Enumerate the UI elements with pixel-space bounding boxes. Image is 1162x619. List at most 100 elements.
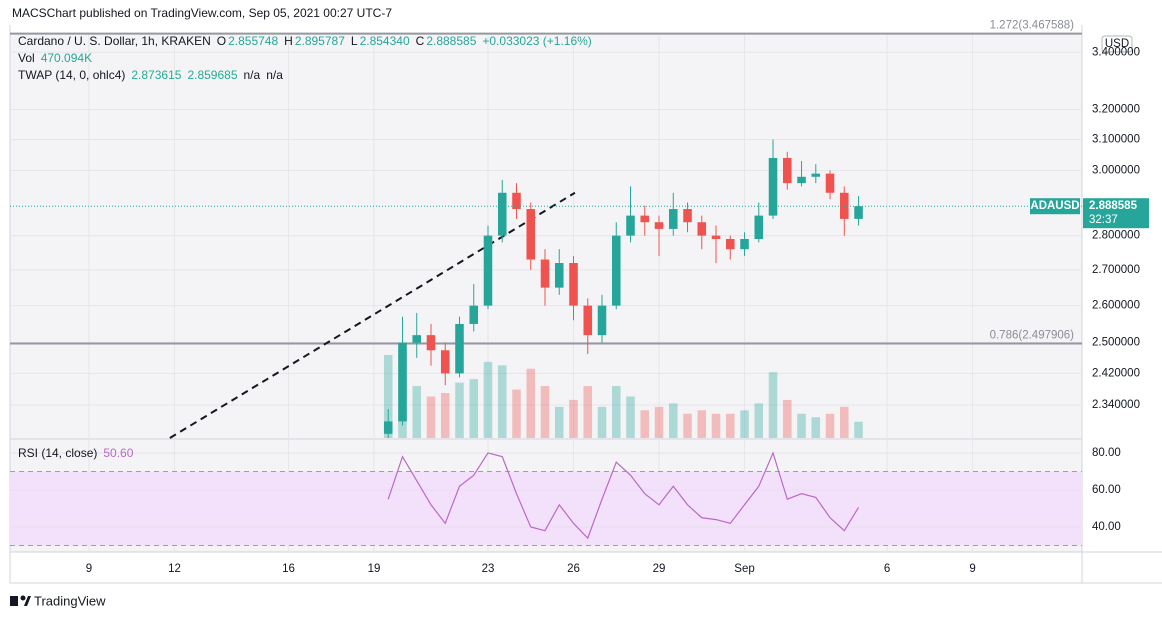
volume-bar: [797, 413, 806, 438]
volume-bar: [611, 386, 621, 438]
volume-bar: [697, 410, 707, 438]
volume-bar: [854, 421, 863, 438]
volume-bar: [725, 413, 735, 438]
volume-bar: [569, 399, 578, 438]
candle-body: [768, 157, 778, 216]
countdown: 32:37: [1089, 214, 1118, 226]
ohlc-label: O: [217, 34, 226, 48]
volume-bar: [383, 354, 393, 438]
candle-body: [583, 305, 593, 336]
x-tick-label: 19: [368, 563, 381, 575]
volume-bar: [654, 406, 664, 438]
y-tick-label: 2.600000: [1092, 300, 1140, 312]
y-tick-label: 2.500000: [1092, 337, 1140, 349]
x-tick-label: 16: [282, 563, 295, 575]
candle-body: [825, 173, 835, 193]
rsi-tick-label: 80.00: [1092, 447, 1121, 459]
candle-body: [783, 157, 792, 184]
volume-bar: [540, 386, 550, 438]
volume-legend: Vol: [18, 51, 35, 65]
plot-background: [10, 33, 1082, 552]
symbol-tag: ADAUSD: [1030, 200, 1079, 212]
twap-value: n/a: [244, 68, 261, 82]
candle-body: [440, 350, 450, 374]
twap-legend: TWAP (14, 0, ohlc4): [18, 68, 125, 82]
x-tick-label: 12: [168, 563, 181, 575]
ohlc-value: 2.888585: [426, 34, 476, 48]
volume-bar: [512, 389, 521, 438]
twap-value: 2.873615: [131, 68, 181, 82]
ohlc-label: H: [284, 34, 293, 48]
volume-bar: [668, 403, 678, 438]
volume-bar: [554, 406, 564, 438]
candle-body: [626, 215, 635, 236]
y-tick-label: 3.200000: [1092, 104, 1140, 116]
trendline: [169, 191, 576, 439]
candle-body: [854, 206, 863, 219]
candle-body: [697, 222, 707, 236]
footer: TradingView: [34, 593, 106, 608]
volume-bar: [583, 386, 593, 438]
volume-bar: [455, 382, 464, 438]
y-tick-label: 3.000000: [1092, 164, 1140, 176]
volume-bar: [768, 372, 778, 438]
candle-body: [398, 342, 407, 422]
y-tick-label: 2.700000: [1092, 264, 1140, 276]
volume-bar: [412, 386, 422, 438]
volume-bar: [825, 413, 835, 438]
candle-body: [797, 176, 806, 184]
y-tick-label: 3.400000: [1092, 46, 1140, 58]
ohlc-label: L: [351, 34, 358, 48]
volume-bar: [526, 368, 536, 438]
header: MACSChart published on TradingView.com, …: [12, 6, 392, 20]
ohlc-value: 2.854340: [360, 34, 410, 48]
ohlc-value: 2.855748: [228, 34, 278, 48]
logo: [10, 595, 31, 606]
candle-body: [426, 335, 436, 351]
volume-bar: [711, 413, 721, 438]
legend-change: +0.033023 (+1.16%): [482, 34, 591, 48]
x-tick-label: 29: [653, 563, 666, 575]
x-tick-label: 23: [482, 563, 495, 575]
y-tick-label: 2.800000: [1092, 230, 1140, 242]
candle-body: [597, 305, 607, 336]
price-tag-box: [1083, 198, 1149, 229]
candle-body: [711, 235, 721, 240]
volume-bar: [683, 413, 692, 438]
volume-bar: [483, 361, 493, 438]
candle-body: [569, 263, 578, 306]
x-tick-label: Sep: [734, 563, 754, 575]
candle-body: [811, 173, 821, 177]
fib-label: 0.786(2.497906): [990, 329, 1075, 341]
candle-body: [611, 235, 621, 306]
x-tick-label: 9: [969, 563, 975, 575]
candle-body: [483, 235, 493, 306]
rsi-value: 50.60: [103, 446, 133, 460]
volume-bar: [626, 396, 635, 438]
candle-body: [654, 222, 664, 229]
rsi-tick-label: 60.00: [1092, 484, 1121, 496]
candle-body: [740, 239, 749, 250]
candle-body: [640, 215, 650, 223]
rsi-tick-label: 40.00: [1092, 521, 1121, 533]
volume-bar: [811, 417, 821, 438]
candle-body: [526, 209, 536, 260]
fib-label: 1.272(3.467588): [990, 20, 1075, 32]
symbol-tag-box: [1030, 198, 1080, 215]
y-tick-label: 2.340000: [1092, 399, 1140, 411]
candle-body: [725, 239, 735, 250]
currency-box: [1101, 35, 1133, 53]
candle-body: [383, 421, 393, 434]
twap-value: n/a: [266, 68, 283, 82]
y-tick-label: 3.100000: [1092, 134, 1140, 146]
volume-bar: [426, 396, 436, 438]
candle-body: [683, 209, 692, 223]
candle-body: [512, 192, 521, 210]
candle-body: [497, 192, 507, 236]
volume-bar: [783, 399, 792, 438]
x-tick-label: 6: [884, 563, 890, 575]
volume-bar: [754, 403, 764, 438]
twap-value: 2.859685: [187, 68, 237, 82]
ohlc-label: C: [416, 34, 425, 48]
